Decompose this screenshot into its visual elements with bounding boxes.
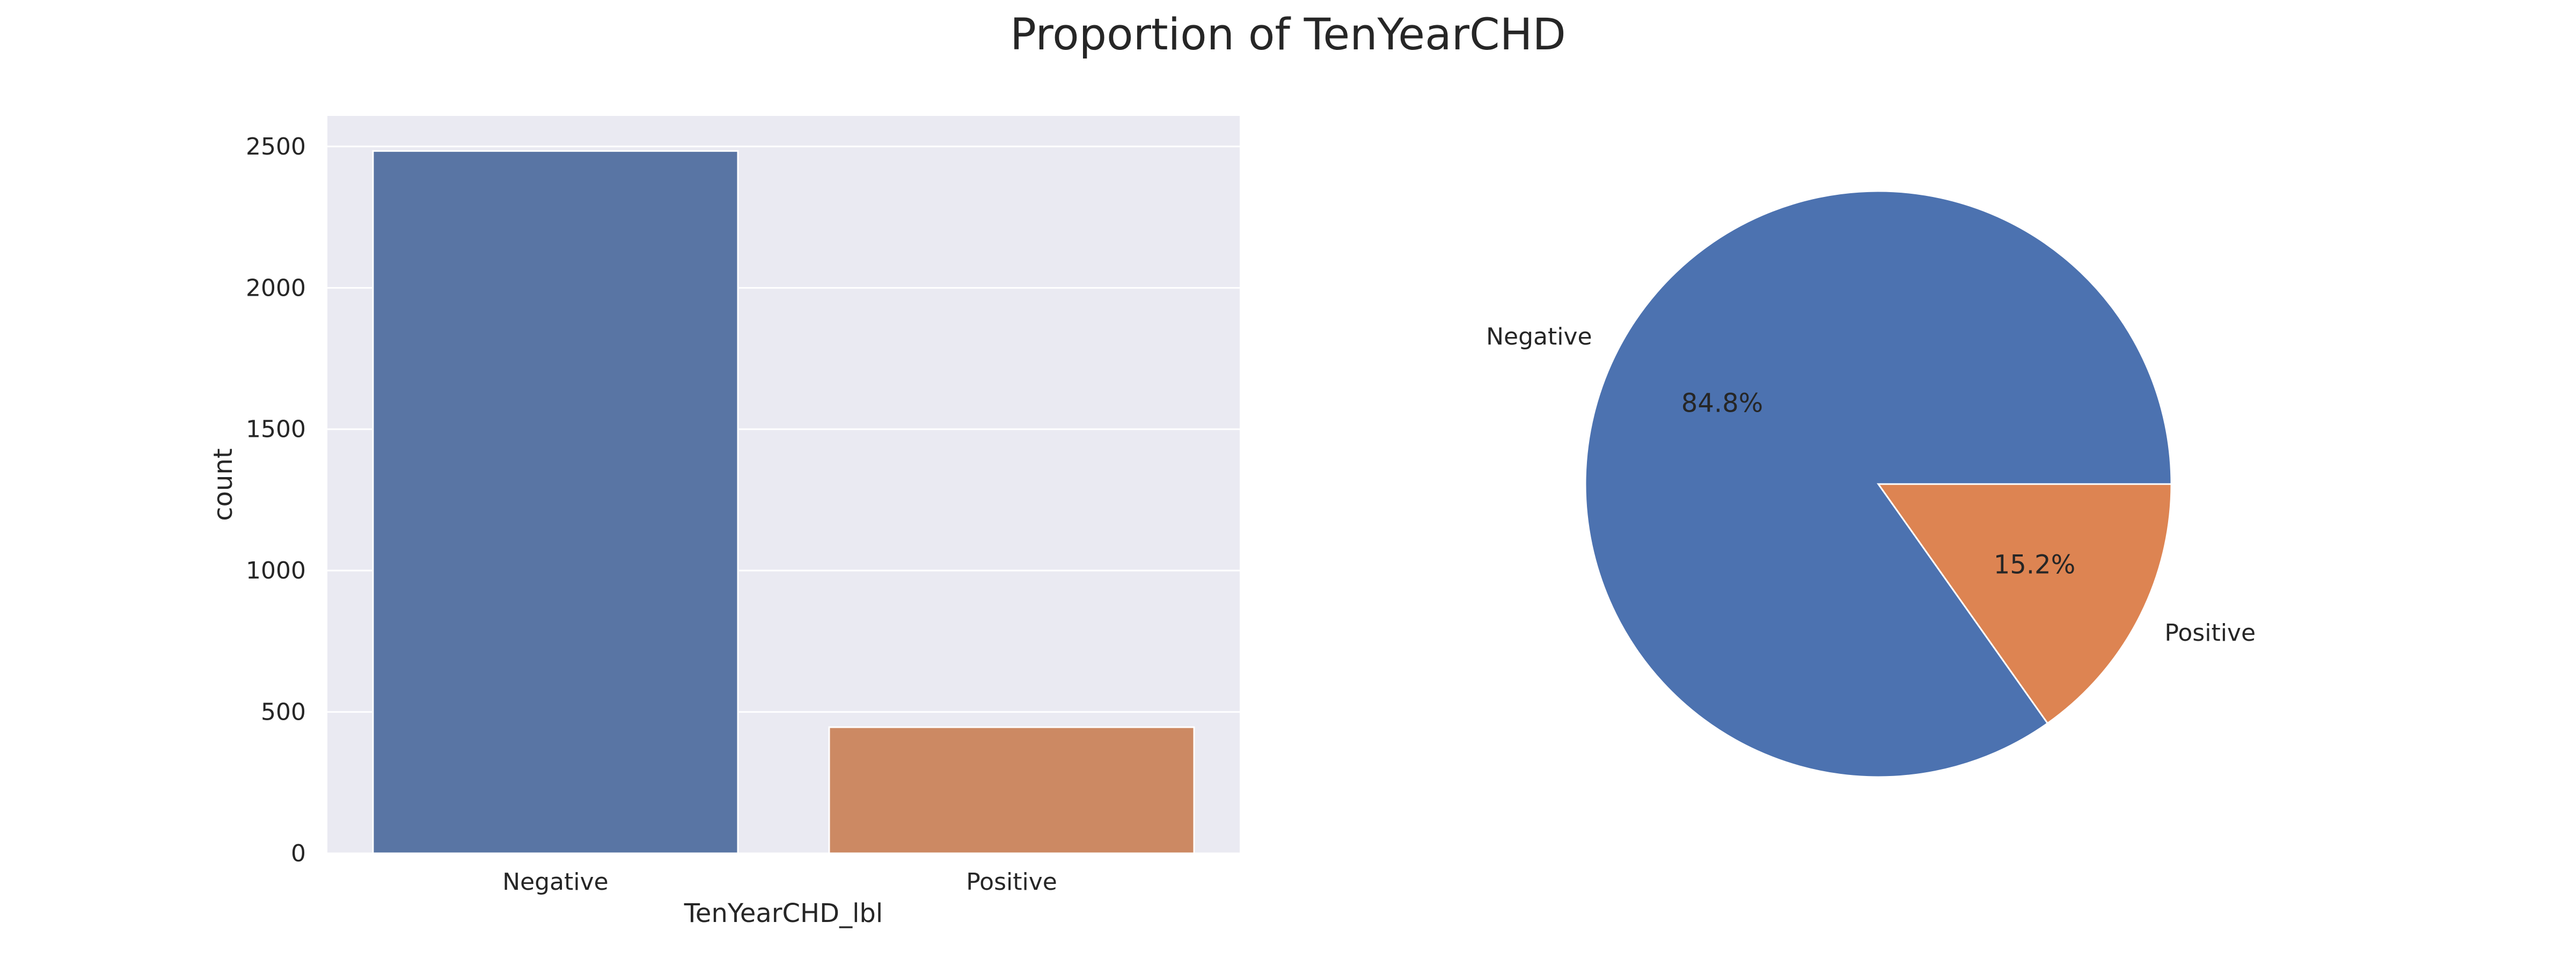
bar-chart: 0 500 1000 1500 2000 2500 Negative Positive TenY… bbox=[208, 116, 1240, 928]
y-tick-label: 1500 bbox=[246, 416, 306, 443]
y-tick-label: 2000 bbox=[246, 274, 306, 302]
y-tick-label: 1000 bbox=[246, 557, 306, 584]
x-tick-label: Positive bbox=[966, 868, 1057, 896]
pie-percent-label: 84.8% bbox=[1681, 388, 1763, 418]
pie-label: Negative bbox=[1486, 323, 1592, 350]
y-tick-label: 500 bbox=[261, 699, 306, 726]
y-axis-label: count bbox=[208, 448, 238, 521]
bar-positive bbox=[828, 726, 1195, 854]
x-axis-label: TenYearCHD_lbl bbox=[684, 898, 883, 928]
pie-label: Positive bbox=[2164, 619, 2256, 647]
pie-percent-label: 15.2% bbox=[1994, 550, 2075, 580]
y-tick-label: 2500 bbox=[246, 133, 306, 160]
x-tick-label: Negative bbox=[502, 868, 608, 896]
bar-negative bbox=[372, 150, 739, 854]
pie-slice-positive bbox=[1877, 483, 2172, 724]
figure-title: Proportion of TenYearCHD bbox=[1010, 10, 1566, 60]
pie-chart: Negative 84.8% Positive 15.2% bbox=[1486, 190, 2256, 778]
y-tick-label: 0 bbox=[291, 840, 306, 867]
